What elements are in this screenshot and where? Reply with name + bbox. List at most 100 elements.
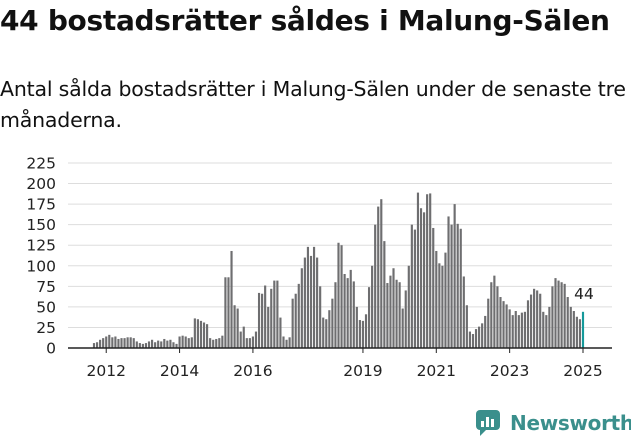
- bar: [279, 317, 282, 348]
- y-tick-label: 75: [36, 278, 56, 296]
- x-tick-label: 2016: [233, 362, 272, 380]
- bar: [291, 298, 294, 348]
- x-tick-label: 2025: [563, 362, 602, 380]
- page-subtitle: Antal sålda bostadsrätter i Malung-Sälen…: [0, 77, 626, 132]
- bar: [328, 310, 331, 348]
- bar: [364, 314, 368, 348]
- bar: [340, 245, 343, 348]
- y-tick-label: 225: [26, 155, 56, 173]
- bar: [270, 288, 273, 348]
- bar: [312, 246, 316, 348]
- bar: [215, 338, 218, 348]
- bar: [419, 208, 423, 348]
- bar: [126, 337, 129, 348]
- bar: [221, 335, 224, 348]
- bar: [355, 306, 358, 348]
- bar: [169, 339, 172, 348]
- bar: [346, 278, 349, 348]
- bar: [490, 282, 493, 348]
- bar: [444, 252, 447, 348]
- bar: [539, 293, 542, 348]
- bar: [141, 343, 144, 348]
- bar: [456, 223, 459, 348]
- x-axis-ticks: 2012 2014 2016 2019 2021 2023 2025: [86, 348, 603, 380]
- bar: [392, 268, 395, 348]
- bar: [99, 339, 102, 348]
- bar: [245, 338, 248, 348]
- bar: [147, 341, 151, 348]
- bar: [273, 280, 276, 348]
- bar: [331, 298, 334, 348]
- bar: [493, 275, 496, 348]
- y-axis-ticks: 0 25 50 75 100 125 150 175 200 225: [26, 155, 56, 358]
- bar: [309, 255, 313, 348]
- bar: [95, 342, 99, 348]
- bar: [465, 305, 468, 348]
- bar: [166, 340, 169, 348]
- bar: [358, 320, 361, 348]
- bar: [224, 277, 227, 348]
- bar: [102, 338, 105, 348]
- bar: [300, 268, 303, 348]
- bar: [322, 317, 325, 348]
- bar: [374, 224, 377, 348]
- bar: [276, 280, 279, 348]
- bar: [542, 311, 545, 348]
- bar: [178, 336, 181, 348]
- bar: [154, 342, 157, 348]
- x-tick-label: 2014: [160, 362, 199, 380]
- y-tick-label: 125: [26, 237, 56, 255]
- bar: [468, 331, 471, 348]
- bar: [294, 293, 297, 348]
- bar: [361, 320, 365, 348]
- bar: [438, 263, 441, 348]
- bar: [471, 334, 475, 348]
- bar: [190, 337, 193, 348]
- bar: [218, 338, 221, 348]
- bar: [407, 265, 410, 348]
- bar: [257, 292, 261, 348]
- bar: [236, 308, 239, 348]
- last-value-label: 44: [574, 285, 594, 303]
- bar: [453, 204, 456, 348]
- bar: [319, 286, 322, 348]
- bar: [520, 312, 523, 348]
- y-tick-label: 100: [26, 257, 56, 275]
- bar: [474, 329, 478, 348]
- bar: [138, 343, 141, 348]
- y-tick-label: 150: [26, 216, 56, 234]
- bar: [367, 287, 371, 348]
- bar: [209, 338, 212, 348]
- bar: [254, 331, 258, 348]
- bar: [150, 339, 154, 348]
- page-title: 44 bostadsrätter såldes i Malung-Sälen: [0, 4, 610, 37]
- bar: [92, 343, 96, 348]
- bar: [478, 326, 481, 348]
- bar: [202, 322, 206, 348]
- bar: [175, 343, 178, 348]
- bar: [435, 250, 438, 348]
- bar: [536, 290, 539, 348]
- x-tick-label: 2019: [343, 362, 382, 380]
- bar: [441, 265, 444, 348]
- bar: [187, 338, 190, 348]
- bar: [426, 194, 429, 348]
- bar: [111, 337, 114, 348]
- bar: [554, 278, 557, 348]
- bar: [233, 305, 236, 348]
- bar: [242, 326, 245, 348]
- bar: [523, 311, 527, 348]
- bar: [196, 319, 199, 348]
- bar: [499, 297, 502, 348]
- bar: [413, 229, 416, 348]
- bar: [132, 338, 135, 348]
- bar: [172, 342, 175, 348]
- bar: [429, 193, 432, 348]
- bar: [227, 277, 230, 348]
- bar: [401, 308, 404, 348]
- bar: [423, 212, 426, 348]
- bar: [545, 315, 548, 348]
- bar: [514, 311, 517, 348]
- newsworthy-logo-icon: [476, 410, 500, 436]
